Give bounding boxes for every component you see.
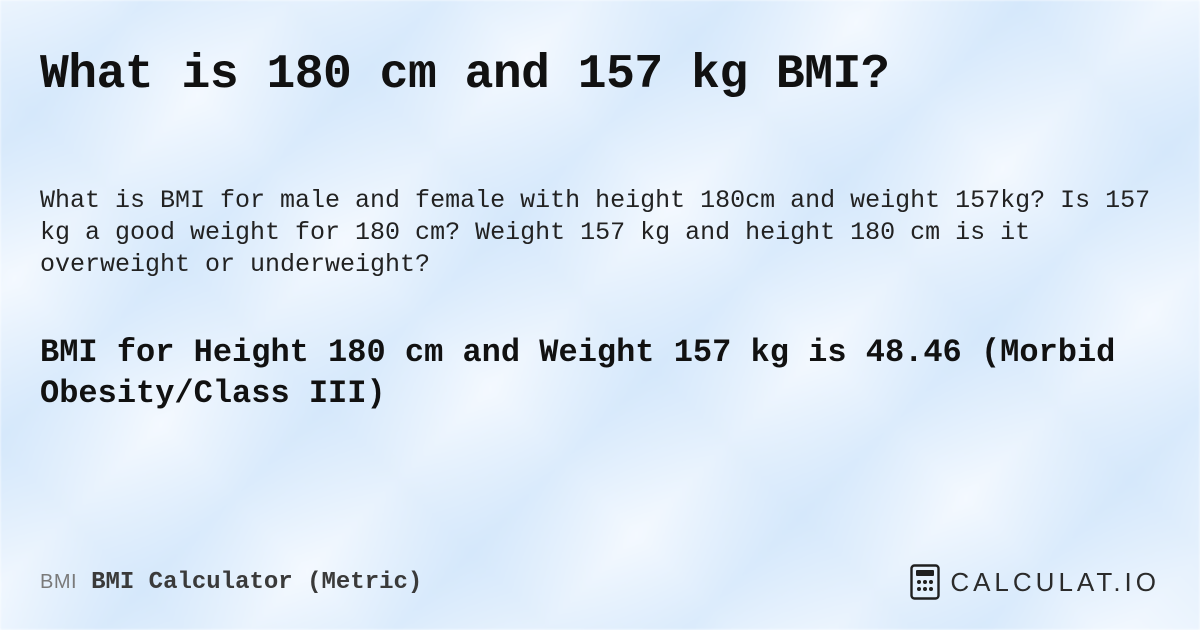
footer-left: BMI BMI Calculator (Metric) [40,569,422,596]
brand-text: CALCULAT.IO [950,567,1160,598]
bmi-badge: BMI [40,571,77,594]
description-paragraph: What is BMI for male and female with hei… [40,185,1160,281]
bmi-result: BMI for Height 180 cm and Weight 157 kg … [40,333,1160,415]
brand-calculator-icon [910,564,940,600]
page-title: What is 180 cm and 157 kg BMI? [40,48,1160,103]
brand: CALCULAT.IO [910,564,1160,600]
calculator-title: BMI Calculator (Metric) [91,569,422,596]
content-area: What is 180 cm and 157 kg BMI? What is B… [0,0,1200,630]
footer: BMI BMI Calculator (Metric) CALCULAT.IO [0,552,1200,630]
